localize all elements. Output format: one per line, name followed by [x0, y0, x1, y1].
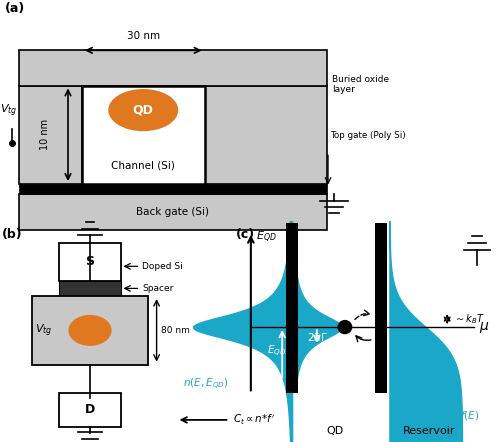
Text: Spacer: Spacer [142, 284, 174, 293]
Bar [286, 223, 292, 393]
Text: $V_{tg}$: $V_{tg}$ [0, 103, 17, 119]
Text: $C_t \propto n{*}f'$: $C_t \propto n{*}f'$ [232, 413, 274, 427]
Bar [60, 393, 120, 427]
Bar [60, 243, 120, 281]
Text: Reservoir: Reservoir [403, 427, 456, 437]
Bar [381, 223, 387, 393]
Text: QD: QD [133, 103, 154, 117]
Text: Doped Si: Doped Si [142, 262, 183, 271]
Text: $f(E)$: $f(E)$ [460, 409, 480, 422]
Ellipse shape [338, 320, 352, 334]
Text: Back gate (Si): Back gate (Si) [136, 207, 210, 217]
Text: (a): (a) [5, 2, 25, 15]
Ellipse shape [108, 89, 178, 131]
Text: $n(E,E_{QD})$: $n(E,E_{QD})$ [183, 377, 229, 392]
Bar [204, 85, 327, 184]
Text: $\mu$: $\mu$ [478, 320, 489, 335]
Text: Channel (Si): Channel (Si) [112, 160, 175, 170]
Bar [19, 194, 327, 229]
Ellipse shape [68, 315, 112, 346]
Text: Top gate (Poly Si): Top gate (Poly Si) [330, 131, 406, 141]
Text: $E_{QD}$: $E_{QD}$ [268, 344, 287, 359]
Bar [19, 50, 327, 85]
Bar [60, 281, 120, 296]
Bar [19, 85, 82, 184]
Text: S: S [86, 255, 94, 268]
Bar [292, 223, 298, 393]
Text: 80 nm: 80 nm [161, 326, 190, 335]
Bar [376, 223, 381, 393]
Text: QD: QD [326, 427, 344, 437]
Text: Buried oxide
layer: Buried oxide layer [332, 75, 390, 94]
Text: (b): (b) [2, 228, 22, 240]
Text: $2\hbar\Gamma$: $2\hbar\Gamma$ [307, 331, 328, 343]
Text: $V_{tg}$: $V_{tg}$ [34, 322, 52, 339]
Text: D: D [85, 404, 95, 416]
Text: 10 nm: 10 nm [40, 119, 50, 150]
Text: 30 nm: 30 nm [126, 31, 160, 41]
Text: $E_{QD}$: $E_{QD}$ [256, 230, 276, 245]
Bar [19, 184, 327, 194]
Bar [32, 296, 148, 365]
Text: $\sim k_BT$: $\sim k_BT$ [454, 312, 485, 326]
Bar [82, 85, 204, 184]
Text: (c): (c) [236, 228, 255, 240]
